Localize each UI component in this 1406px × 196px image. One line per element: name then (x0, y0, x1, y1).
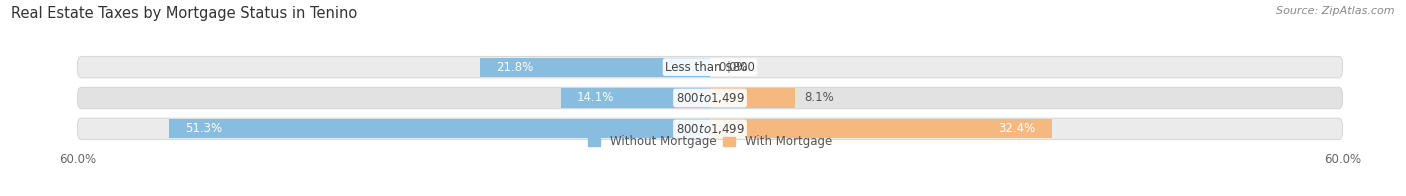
Bar (561, 88, 710, 108)
FancyBboxPatch shape (77, 118, 1343, 140)
Text: $800 to $1,499: $800 to $1,499 (675, 91, 745, 105)
Bar (481, 58, 710, 77)
Text: 0.0%: 0.0% (718, 61, 748, 74)
Bar (169, 119, 710, 138)
Text: 14.1%: 14.1% (578, 92, 614, 104)
Text: Real Estate Taxes by Mortgage Status in Tenino: Real Estate Taxes by Mortgage Status in … (11, 6, 357, 21)
Bar (710, 88, 796, 108)
Text: $800 to $1,499: $800 to $1,499 (675, 122, 745, 136)
FancyBboxPatch shape (77, 87, 1343, 109)
Text: 32.4%: 32.4% (998, 122, 1036, 135)
Text: 21.8%: 21.8% (496, 61, 533, 74)
FancyBboxPatch shape (77, 56, 1343, 78)
Text: 8.1%: 8.1% (804, 92, 834, 104)
Bar (710, 119, 1052, 138)
Text: Less than $800: Less than $800 (665, 61, 755, 74)
Text: 51.3%: 51.3% (186, 122, 222, 135)
Text: Source: ZipAtlas.com: Source: ZipAtlas.com (1277, 6, 1395, 16)
Legend: Without Mortgage, With Mortgage: Without Mortgage, With Mortgage (588, 135, 832, 148)
